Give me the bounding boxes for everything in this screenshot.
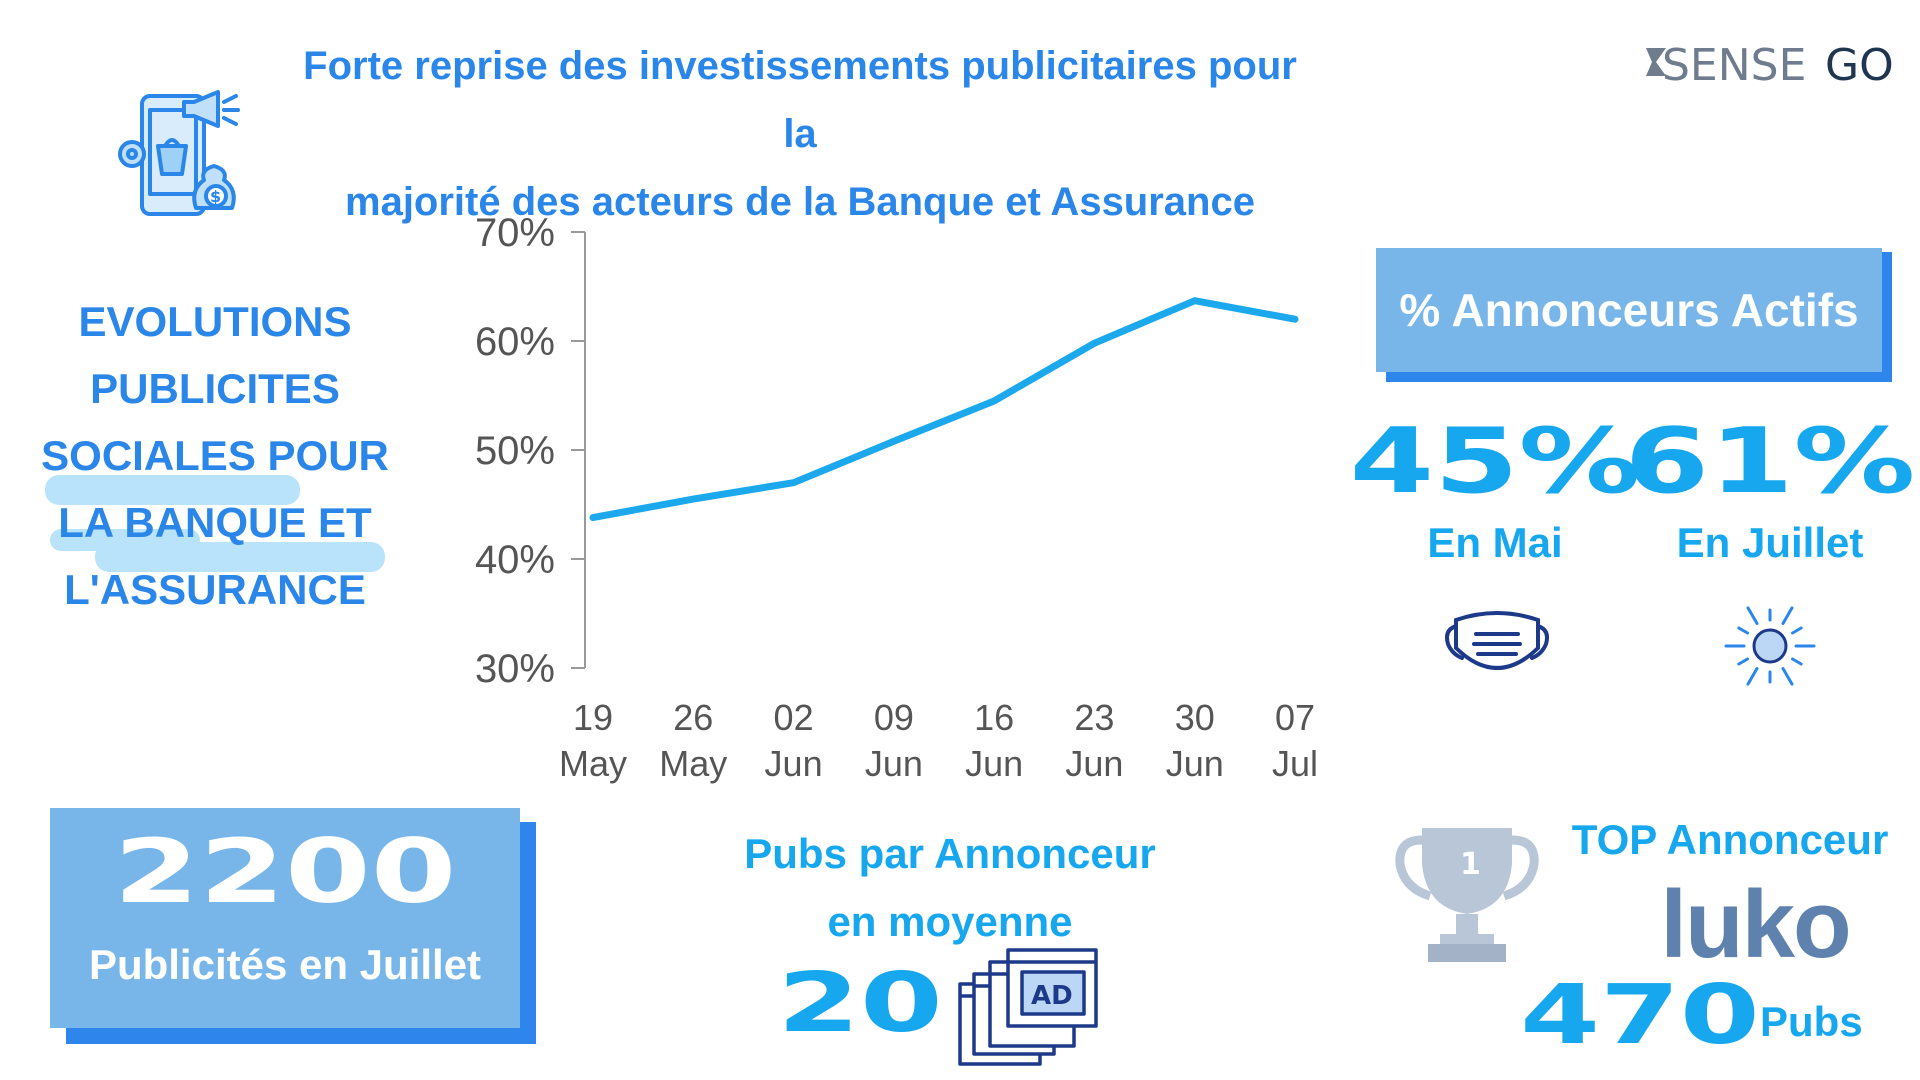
x-tick-label-month: Jun xyxy=(1065,743,1123,784)
series-group xyxy=(589,297,1299,522)
y-tick-label: 40% xyxy=(475,538,555,582)
y-tick-label: 70% xyxy=(475,211,555,255)
heading-line-text: EVOLUTIONS xyxy=(78,298,352,345)
logo-mark xyxy=(1646,48,1666,76)
title-line-2: majorité des acteurs de la Banque et Ass… xyxy=(345,180,1255,224)
face-mask-icon xyxy=(1445,611,1549,670)
y-tick-label: 30% xyxy=(475,647,555,691)
average-value: 20 xyxy=(777,956,943,1051)
sensego-logo: SENSE GO xyxy=(1646,40,1894,91)
sun-ray xyxy=(1746,606,1759,625)
top-advertiser-count: 470 xyxy=(1520,968,1760,1063)
sun-ray xyxy=(1781,606,1794,625)
y-axis: 30% 40% 50% 60% 70% xyxy=(475,211,586,691)
sun-ray xyxy=(1781,667,1794,686)
page-title: Forte reprise des investissements public… xyxy=(300,32,1300,236)
july-label: En Juillet xyxy=(1676,519,1864,566)
y-tick-label: 60% xyxy=(475,320,555,364)
heading-line: SOCIALES POUR xyxy=(15,422,415,489)
active-panel: % Annonceurs Actifs xyxy=(1376,248,1882,372)
x-tick-label-month: May xyxy=(559,743,627,784)
data-point xyxy=(792,481,796,485)
x-tick-label-day: 07 xyxy=(1275,697,1315,738)
data-point xyxy=(1293,317,1297,321)
x-tick-label-day: 16 xyxy=(974,697,1014,738)
y-tick-label: 50% xyxy=(475,429,555,473)
heading-line-text: LA BANQUE ET xyxy=(58,499,372,546)
data-point xyxy=(992,399,996,403)
series-line xyxy=(589,297,1299,522)
sun-ray xyxy=(1737,657,1749,666)
x-axis: 19 May 26 May 02 Jun 09 Jun 16 Jun 23 Jun 30 Jun 07 Jul xyxy=(559,697,1318,784)
x-tick-label-day: 02 xyxy=(774,697,814,738)
top-advertiser-title: TOP Annonceur xyxy=(1571,816,1889,863)
sun-ray xyxy=(1791,657,1803,666)
title-line-1: Forte reprise des investissements public… xyxy=(303,44,1297,156)
ad-window-front: AD xyxy=(1006,948,1098,1028)
x-tick-label-month: Jul xyxy=(1272,743,1318,784)
ads-panel xyxy=(50,808,520,1028)
july-percentage: 61% xyxy=(1624,409,1916,514)
sun-ray xyxy=(1746,667,1759,686)
logo-text-sense: SENSE xyxy=(1662,40,1806,91)
heading-line-text: PUBLICITES xyxy=(90,365,340,412)
x-tick-label-month: May xyxy=(659,743,727,784)
ads-label: Publicités en Juillet xyxy=(88,941,482,988)
trophy-icon: 1 xyxy=(1395,828,1539,962)
x-tick-label-day: 26 xyxy=(673,697,713,738)
x-tick-label-day: 23 xyxy=(1074,697,1114,738)
heading-line-highlighted: LA BANQUE ET xyxy=(15,475,415,556)
logo-text-go: GO xyxy=(1825,40,1894,91)
data-point xyxy=(591,516,595,520)
sun-ray xyxy=(1791,626,1803,635)
data-point xyxy=(892,439,896,443)
sun-rays xyxy=(1724,606,1816,686)
ads-count: 2200 xyxy=(113,820,457,923)
heading-line-highlighted: L'ASSURANCE xyxy=(15,542,415,623)
x-tick-label-day: 30 xyxy=(1175,697,1215,738)
heading-line: EVOLUTIONS xyxy=(15,288,415,355)
may-percentage: 45% xyxy=(1349,409,1641,514)
x-tick-label-month: Jun xyxy=(765,743,823,784)
average-line-1: Pubs par Annonceur xyxy=(744,830,1156,877)
x-tick-label-month: Jun xyxy=(965,743,1023,784)
line-chart: 30% 40% 50% 60% 70% 19 May 26 May 02 Jun 09 Jun 16 Ju… xyxy=(475,211,1318,784)
highlight-brush xyxy=(95,542,385,572)
left-heading: EVOLUTIONS PUBLICITES SOCIALES POUR LA B… xyxy=(15,288,415,623)
x-tick-label-day: 19 xyxy=(573,697,613,738)
x-tick-label-month: Jun xyxy=(1166,743,1224,784)
data-point xyxy=(691,497,695,501)
heading-line-text: SOCIALES POUR xyxy=(41,432,389,479)
heading-line-text: L'ASSURANCE xyxy=(64,566,366,613)
heading-line: PUBLICITES xyxy=(15,355,415,422)
ad-text: AD xyxy=(1031,981,1073,1011)
sun-ray xyxy=(1737,626,1749,635)
top-advertiser-unit: Pubs xyxy=(1760,998,1863,1045)
trophy-rank: 1 xyxy=(1460,847,1481,882)
x-tick-label-day: 09 xyxy=(874,697,914,738)
luko-logo: luko xyxy=(1660,871,1851,978)
data-point xyxy=(1092,341,1096,345)
mobile-marketing-icon: $ xyxy=(118,90,240,216)
x-tick-label-month: Jun xyxy=(865,743,923,784)
ads-per-advertiser-label: Pubs par Annonceur en moyenne xyxy=(690,820,1210,956)
data-point xyxy=(1193,299,1197,303)
average-line-2: en moyenne xyxy=(827,898,1073,945)
sun-icon xyxy=(1724,606,1816,686)
ad-windows-icon: AD xyxy=(958,948,1098,1066)
active-panel-title: % Annonceurs Actifs xyxy=(1399,284,1859,336)
highlight-brush xyxy=(45,475,300,505)
may-label: En Mai xyxy=(1427,519,1563,566)
svg-text:$: $ xyxy=(210,187,221,206)
